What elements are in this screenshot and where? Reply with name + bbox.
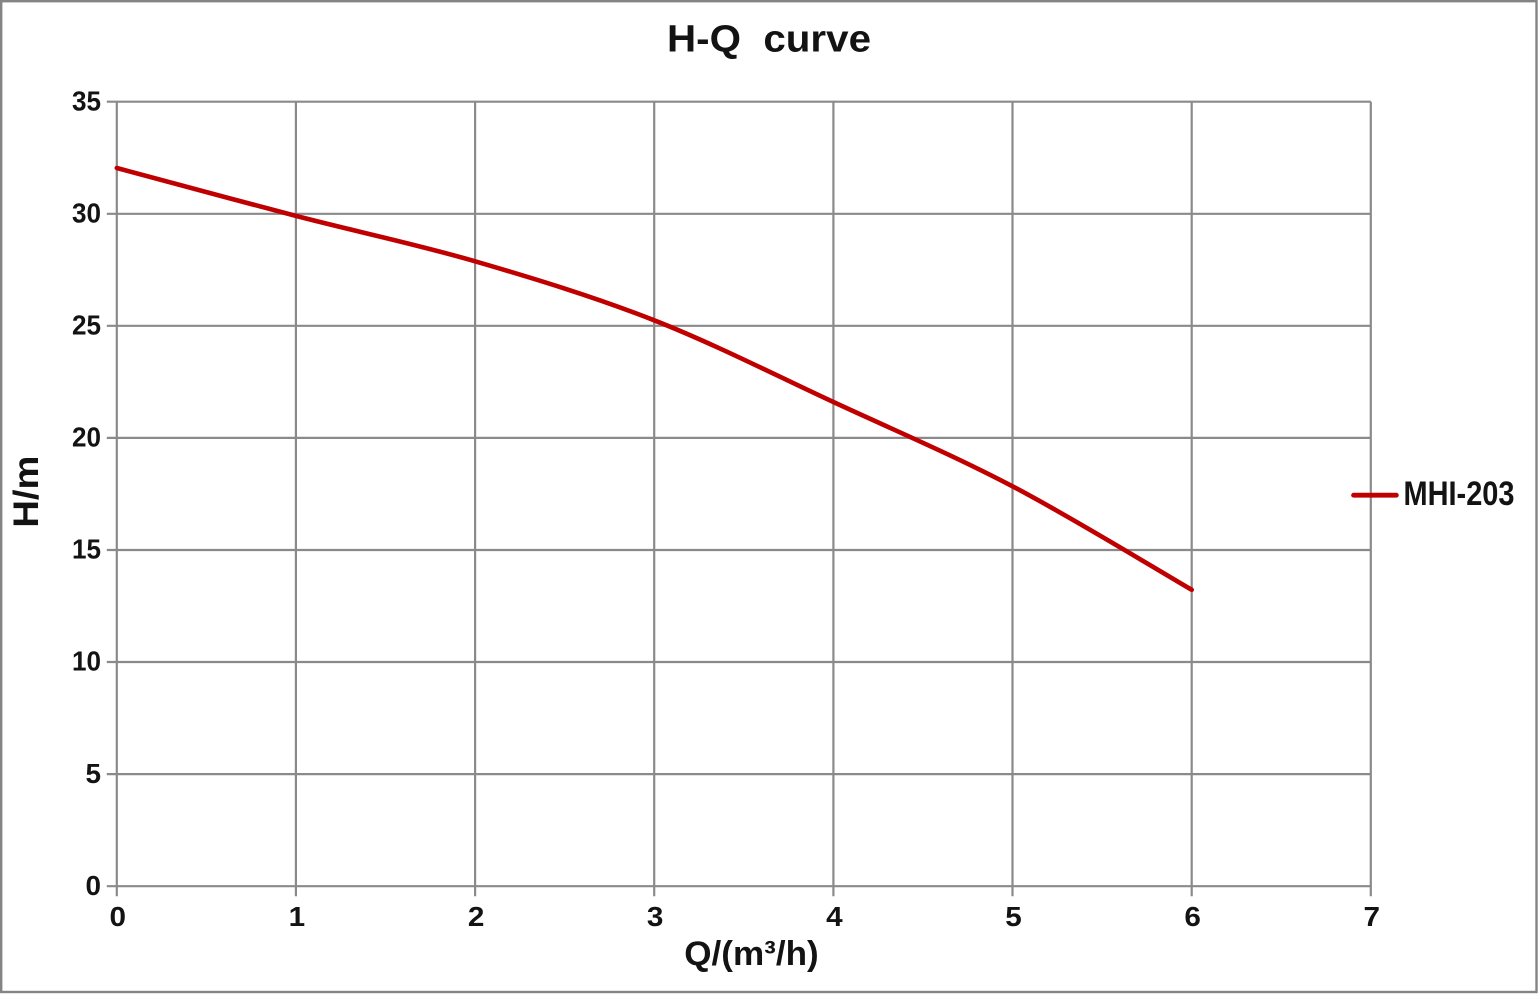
svg-text:6: 6 (1184, 901, 1201, 932)
svg-text:1: 1 (289, 901, 306, 932)
svg-text:30: 30 (72, 198, 101, 229)
svg-text:7: 7 (1364, 901, 1381, 932)
svg-text:H-Q curve: H-Q curve (667, 18, 871, 60)
svg-text:15: 15 (72, 534, 101, 565)
svg-text:35: 35 (72, 85, 101, 116)
svg-text:20: 20 (72, 422, 101, 453)
svg-text:4: 4 (826, 901, 843, 932)
svg-text:2: 2 (468, 901, 485, 932)
svg-text:0: 0 (110, 901, 127, 932)
svg-text:3: 3 (647, 901, 664, 932)
svg-text:Q/(m³/h): Q/(m³/h) (684, 935, 819, 973)
svg-text:0: 0 (86, 870, 102, 901)
svg-text:5: 5 (86, 758, 102, 789)
svg-text:10: 10 (72, 646, 101, 677)
svg-text:MHI-203: MHI-203 (1404, 475, 1515, 513)
svg-text:25: 25 (72, 310, 101, 341)
svg-text:5: 5 (1005, 901, 1022, 932)
svg-text:H/m: H/m (7, 456, 46, 528)
